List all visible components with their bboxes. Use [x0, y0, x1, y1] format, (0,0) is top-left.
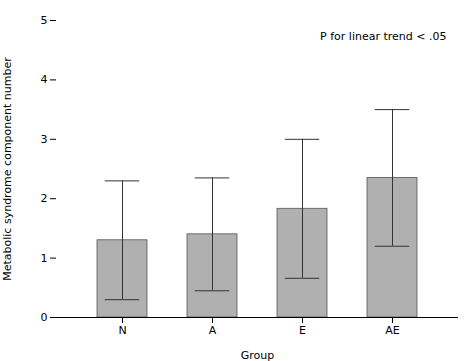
svg-text:2: 2: [41, 192, 48, 205]
svg-text:4: 4: [41, 73, 48, 86]
svg-text:1: 1: [41, 252, 48, 265]
svg-text:E: E: [299, 324, 306, 337]
svg-text:0: 0: [41, 311, 48, 324]
svg-text:A: A: [209, 324, 217, 337]
svg-text:AE: AE: [385, 324, 400, 337]
svg-text:3: 3: [41, 133, 48, 146]
svg-text:5: 5: [41, 14, 48, 27]
svg-text:N: N: [118, 324, 126, 337]
svg-text:P for linear trend < .05: P for linear trend < .05: [320, 30, 446, 43]
svg-text:Group: Group: [241, 349, 275, 361]
svg-text:Metabolic syndrome component n: Metabolic syndrome component number: [1, 57, 14, 281]
